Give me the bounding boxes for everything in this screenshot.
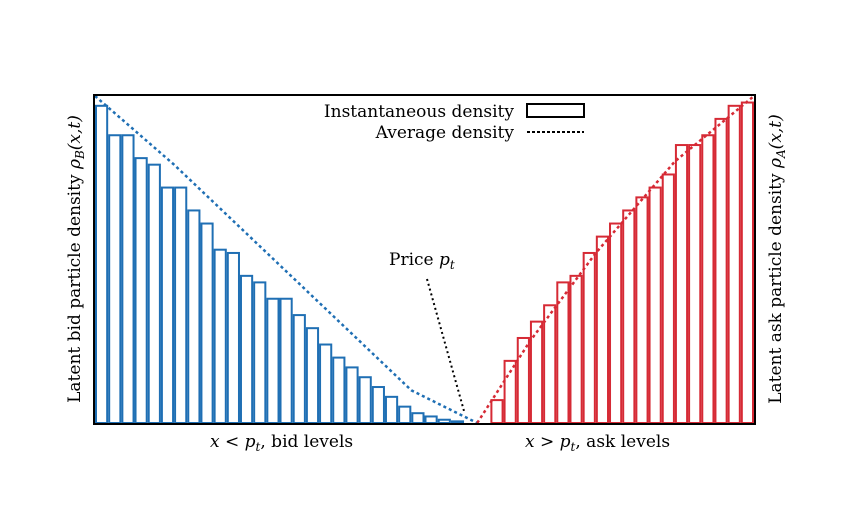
x-label-bid-sym: p	[245, 432, 256, 452]
y-label-right-sub: A	[774, 149, 788, 159]
x-label-ask-sub: t	[571, 440, 576, 454]
ask-bar-44	[674, 144, 689, 425]
y-label-left: Latent bid particle density ρB(x,t)	[65, 115, 87, 403]
y-label-left-main: Latent bid particle density	[65, 174, 85, 403]
ask-bar-40	[622, 209, 636, 424]
bid-bar-16	[305, 327, 320, 425]
ask-bar-42	[648, 186, 662, 424]
bid-bar-23	[398, 405, 412, 424]
bid-bar-4	[147, 163, 161, 424]
bid-bar-13	[266, 297, 280, 424]
y-label-left-args: (x,t)	[65, 115, 85, 150]
y-label-left-sym: ρ	[65, 159, 85, 170]
ask-bar-34	[543, 304, 557, 424]
ask-bar-46	[701, 134, 715, 425]
bid-bar-15	[292, 314, 306, 424]
bid-bar-19	[345, 366, 359, 425]
bid-bar-26	[437, 418, 451, 425]
bid-bar-5	[160, 186, 175, 424]
x-label-ask: x > pt, ask levels	[525, 432, 670, 454]
price-annotation-symbol: p	[439, 250, 450, 270]
ask-bar-37	[582, 251, 596, 424]
bid-bar-25	[424, 415, 438, 424]
ask-bar-30	[490, 399, 504, 424]
y-label-right: Latent ask particle density ρA(x,t)	[766, 114, 788, 404]
bid-bar-1	[108, 134, 122, 425]
bid-bar-21	[371, 386, 385, 424]
x-label-bid: x < pt, bid levels	[210, 432, 353, 454]
ask-bar-36	[569, 274, 583, 424]
bid-bar-7	[187, 209, 201, 424]
bid-bar-17	[319, 343, 333, 424]
y-label-right-main: Latent ask particle density	[766, 173, 786, 404]
ask-average-line	[476, 95, 755, 424]
x-label-ask-op: >	[535, 432, 560, 452]
ask-bar-38	[595, 235, 610, 424]
x-label-bid-var: x	[210, 432, 220, 452]
y-label-right-args: (x,t)	[766, 114, 786, 149]
x-label-ask-sym: p	[560, 432, 571, 452]
x-label-ask-var: x	[525, 432, 535, 452]
legend-label-instantaneous: Instantaneous density	[324, 102, 514, 122]
price-annotation-main: Price	[389, 250, 439, 270]
ask-bar-47	[714, 117, 728, 424]
bid-bar-8	[200, 222, 214, 424]
plot-frame	[93, 94, 756, 425]
bid-bar-10	[226, 251, 240, 424]
bid-bar-20	[358, 376, 372, 424]
ask-bar-41	[635, 196, 649, 424]
x-label-bid-tail: , bid levels	[260, 432, 353, 452]
bid-bar-24	[411, 412, 425, 425]
price-annotation-subscript: t	[450, 258, 455, 272]
ask-bar-48	[727, 104, 741, 424]
bid-average-line	[94, 95, 478, 425]
bid-bar-0	[95, 104, 109, 424]
bid-bar-11	[239, 274, 254, 424]
bid-bar-9	[213, 248, 227, 424]
legend: Instantaneous density Average density	[324, 102, 585, 143]
ask-bar-43	[661, 173, 675, 424]
bid-bar-14	[279, 297, 293, 424]
ask-bar-49	[740, 101, 755, 424]
price-annotation: Price pt	[389, 250, 455, 272]
bid-bar-6	[174, 186, 188, 424]
average-density-layer	[94, 95, 755, 425]
x-label-ask-tail: , ask levels	[575, 432, 670, 452]
x-label-bid-op: <	[220, 432, 245, 452]
bid-bar-2	[121, 134, 135, 425]
bid-bar-3	[134, 157, 148, 424]
legend-label-average: Average density	[375, 123, 515, 143]
ask-bar-45	[688, 144, 702, 425]
legend-swatch-instantaneous	[526, 103, 585, 118]
price-pointer-line	[426, 278, 465, 412]
bid-bar-27	[450, 420, 465, 424]
bid-bar-12	[253, 281, 267, 425]
bid-bar-22	[384, 395, 399, 424]
ask-bar-39	[609, 222, 623, 424]
x-label-bid-sub: t	[256, 440, 261, 454]
y-label-right-sym: ρ	[766, 158, 786, 169]
bid-bar-18	[332, 356, 346, 425]
y-label-left-sub: B	[73, 150, 87, 160]
